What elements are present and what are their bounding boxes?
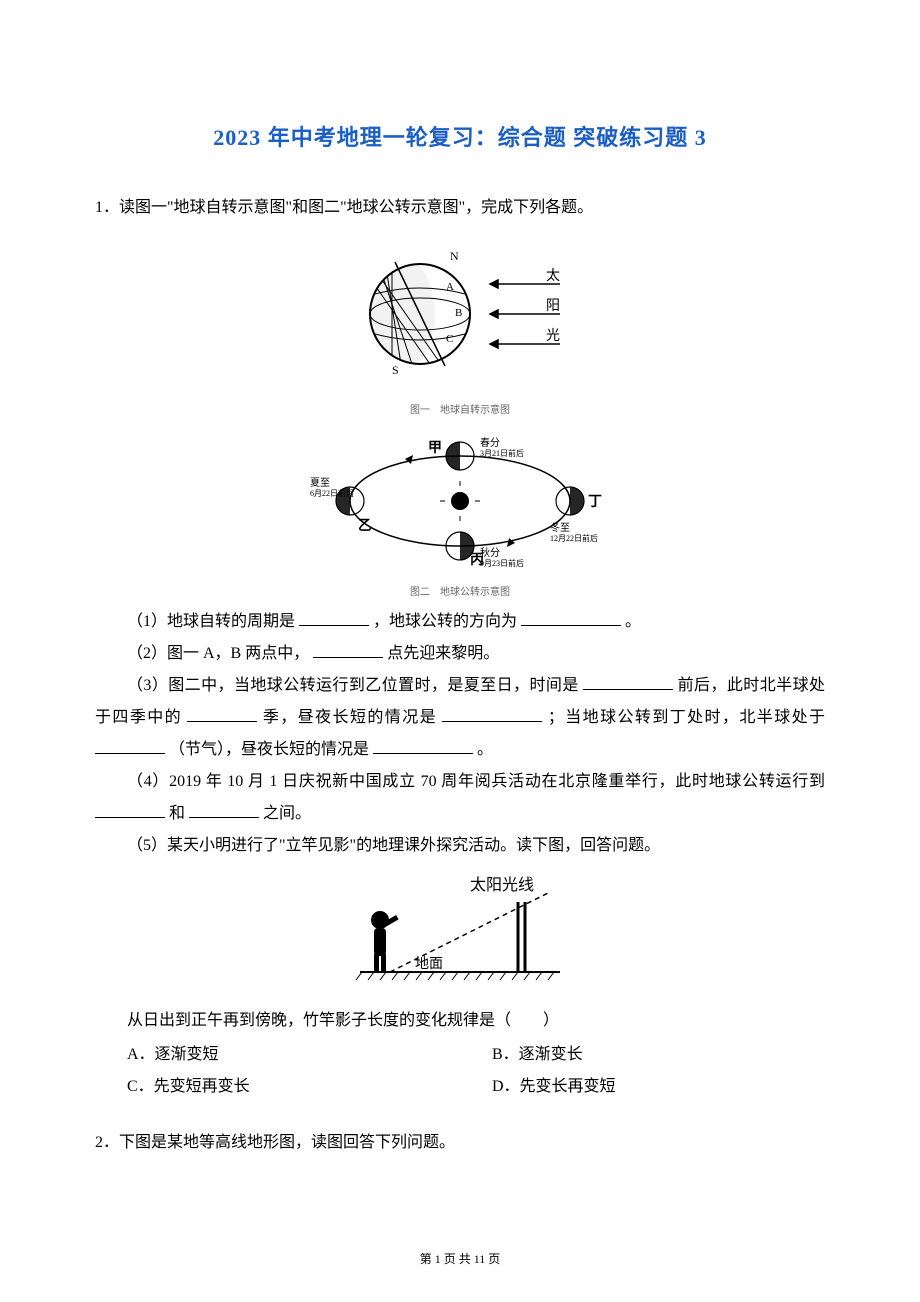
page-title: 2023 年中考地理一轮复习：综合题 突破练习题 3 [95, 120, 825, 152]
blank-1-2[interactable] [521, 609, 621, 626]
blank-3-5[interactable] [373, 737, 473, 754]
footer-total: 11 [474, 1252, 486, 1266]
blank-3-2[interactable] [187, 705, 257, 722]
fig1-caption: 图一 地球自转示意图 [350, 401, 570, 416]
sun-label-3: 光 [546, 328, 560, 344]
footer-middle: 页 共 [441, 1252, 474, 1266]
q1-p3-e: （节气），昼夜长短的情况是 [169, 741, 369, 758]
q1-p1-a: （1）地球自转的周期是 [127, 613, 295, 630]
q1-p3: （3）图二中，当地球公转运行到乙位置时，是夏至日，时间是 前后，此时北半球处于四… [95, 670, 825, 766]
sun-label-1: 太 [546, 268, 560, 284]
north-label: N [450, 249, 459, 263]
q1-p4-a: （4）2019 年 10 月 1 日庆祝新中国成立 70 周年阅兵活动在北京隆重… [127, 773, 825, 790]
lbl-dz: 冬至 [550, 521, 570, 534]
blank-3-4[interactable] [95, 737, 165, 754]
lbl-qf: 秋分 [480, 546, 500, 559]
shadow-stick-icon: 太阳光线 地面 [350, 872, 570, 992]
q1-p4: （4）2019 年 10 月 1 日庆祝新中国成立 70 周年阅兵活动在北京隆重… [95, 766, 825, 830]
q1-p1: （1）地球自转的周期是 ，地球公转的方向为 。 [95, 606, 825, 638]
footer-prefix: 第 [420, 1252, 435, 1266]
point-b: B [455, 307, 462, 319]
blank-2-1[interactable] [313, 641, 383, 658]
option-d[interactable]: D．先变长再变短 [460, 1071, 825, 1103]
q1-fig1: N S [95, 234, 825, 416]
earth-revolution-icon: 甲 乙 丙 丁 春分 3月21日前后 夏至 6月22日前后 秋分 9月23日前后… [310, 426, 610, 576]
q1-p1-b: ，地球公转的方向为 [373, 613, 517, 630]
lbl-dz-date: 12月22日前后 [550, 533, 598, 543]
q1-p3-f: 。 [477, 741, 493, 758]
option-b[interactable]: B．逐渐变长 [460, 1039, 825, 1071]
option-c[interactable]: C．先变短再变长 [95, 1071, 460, 1103]
pos-yi: 乙 [358, 518, 372, 534]
q1-p3-d: ；当地球公转到丁处时，北半球处于 [548, 709, 825, 726]
south-label: S [392, 363, 399, 377]
ground-label: 地面 [415, 956, 443, 972]
q1-p2: （2）图一 A，B 两点中， 点先迎来黎明。 [95, 638, 825, 670]
lbl-qf-date: 9月23日前后 [480, 558, 524, 568]
q1-fig2: 甲 乙 丙 丁 春分 3月21日前后 夏至 6月22日前后 秋分 9月23日前后… [95, 426, 825, 598]
blank-1-1[interactable] [299, 609, 369, 626]
q1-p3-c: 季，昼夜长短的情况是 [263, 709, 437, 726]
point-a: A [446, 281, 454, 293]
q1-p2-b: 点先迎来黎明。 [387, 645, 499, 662]
q1-p5: （5）某天小明进行了"立竿见影"的地理课外探究活动。读下图，回答问题。 [95, 830, 825, 862]
q2-intro: 2．下图是某地等高线地形图，读图回答下列问题。 [95, 1127, 825, 1159]
fig2-caption: 图二 地球公转示意图 [310, 583, 610, 598]
pos-ding: 丁 [588, 495, 602, 510]
page-footer: 第 1 页 共 11 页 [0, 1250, 920, 1267]
lbl-cf-date: 3月21日前后 [480, 448, 524, 458]
q1-intro: 1．读图一"地球自转示意图"和图二"地球公转示意图"，完成下列各题。 [95, 192, 825, 224]
blank-3-3[interactable] [442, 705, 542, 722]
pos-jia: 甲 [428, 440, 442, 456]
point-c: C [446, 333, 453, 345]
q1-p1-c: 。 [625, 613, 641, 630]
option-a[interactable]: A．逐渐变短 [95, 1039, 460, 1071]
sun-label-2: 阳 [546, 298, 560, 314]
q1-p6: 从日出到正午再到傍晚，竹竿影子长度的变化规律是（ ） [95, 1005, 825, 1037]
q1-p2-a: （2）图一 A，B 两点中， [127, 645, 309, 662]
sun-ray-label: 太阳光线 [470, 876, 534, 894]
footer-suffix: 页 [485, 1252, 500, 1266]
blank-4-2[interactable] [189, 801, 259, 818]
lbl-xz-date: 6月22日前后 [310, 488, 354, 498]
q1-fig3: 太阳光线 地面 [95, 872, 825, 997]
q1-p4-b: 和 [169, 805, 185, 822]
lbl-xz: 夏至 [310, 477, 330, 489]
earth-rotation-icon: N S [350, 234, 570, 394]
q1-p3-a: （3）图二中，当地球公转运行到乙位置时，是夏至日，时间是 [127, 677, 579, 694]
lbl-cf: 春分 [480, 437, 500, 449]
blank-3-1[interactable] [583, 673, 673, 690]
blank-4-1[interactable] [95, 801, 165, 818]
q1-p4-c: 之间。 [263, 805, 311, 822]
q1-options: A．逐渐变短 B．逐渐变长 C．先变短再变长 D．先变长再变短 [95, 1039, 825, 1103]
